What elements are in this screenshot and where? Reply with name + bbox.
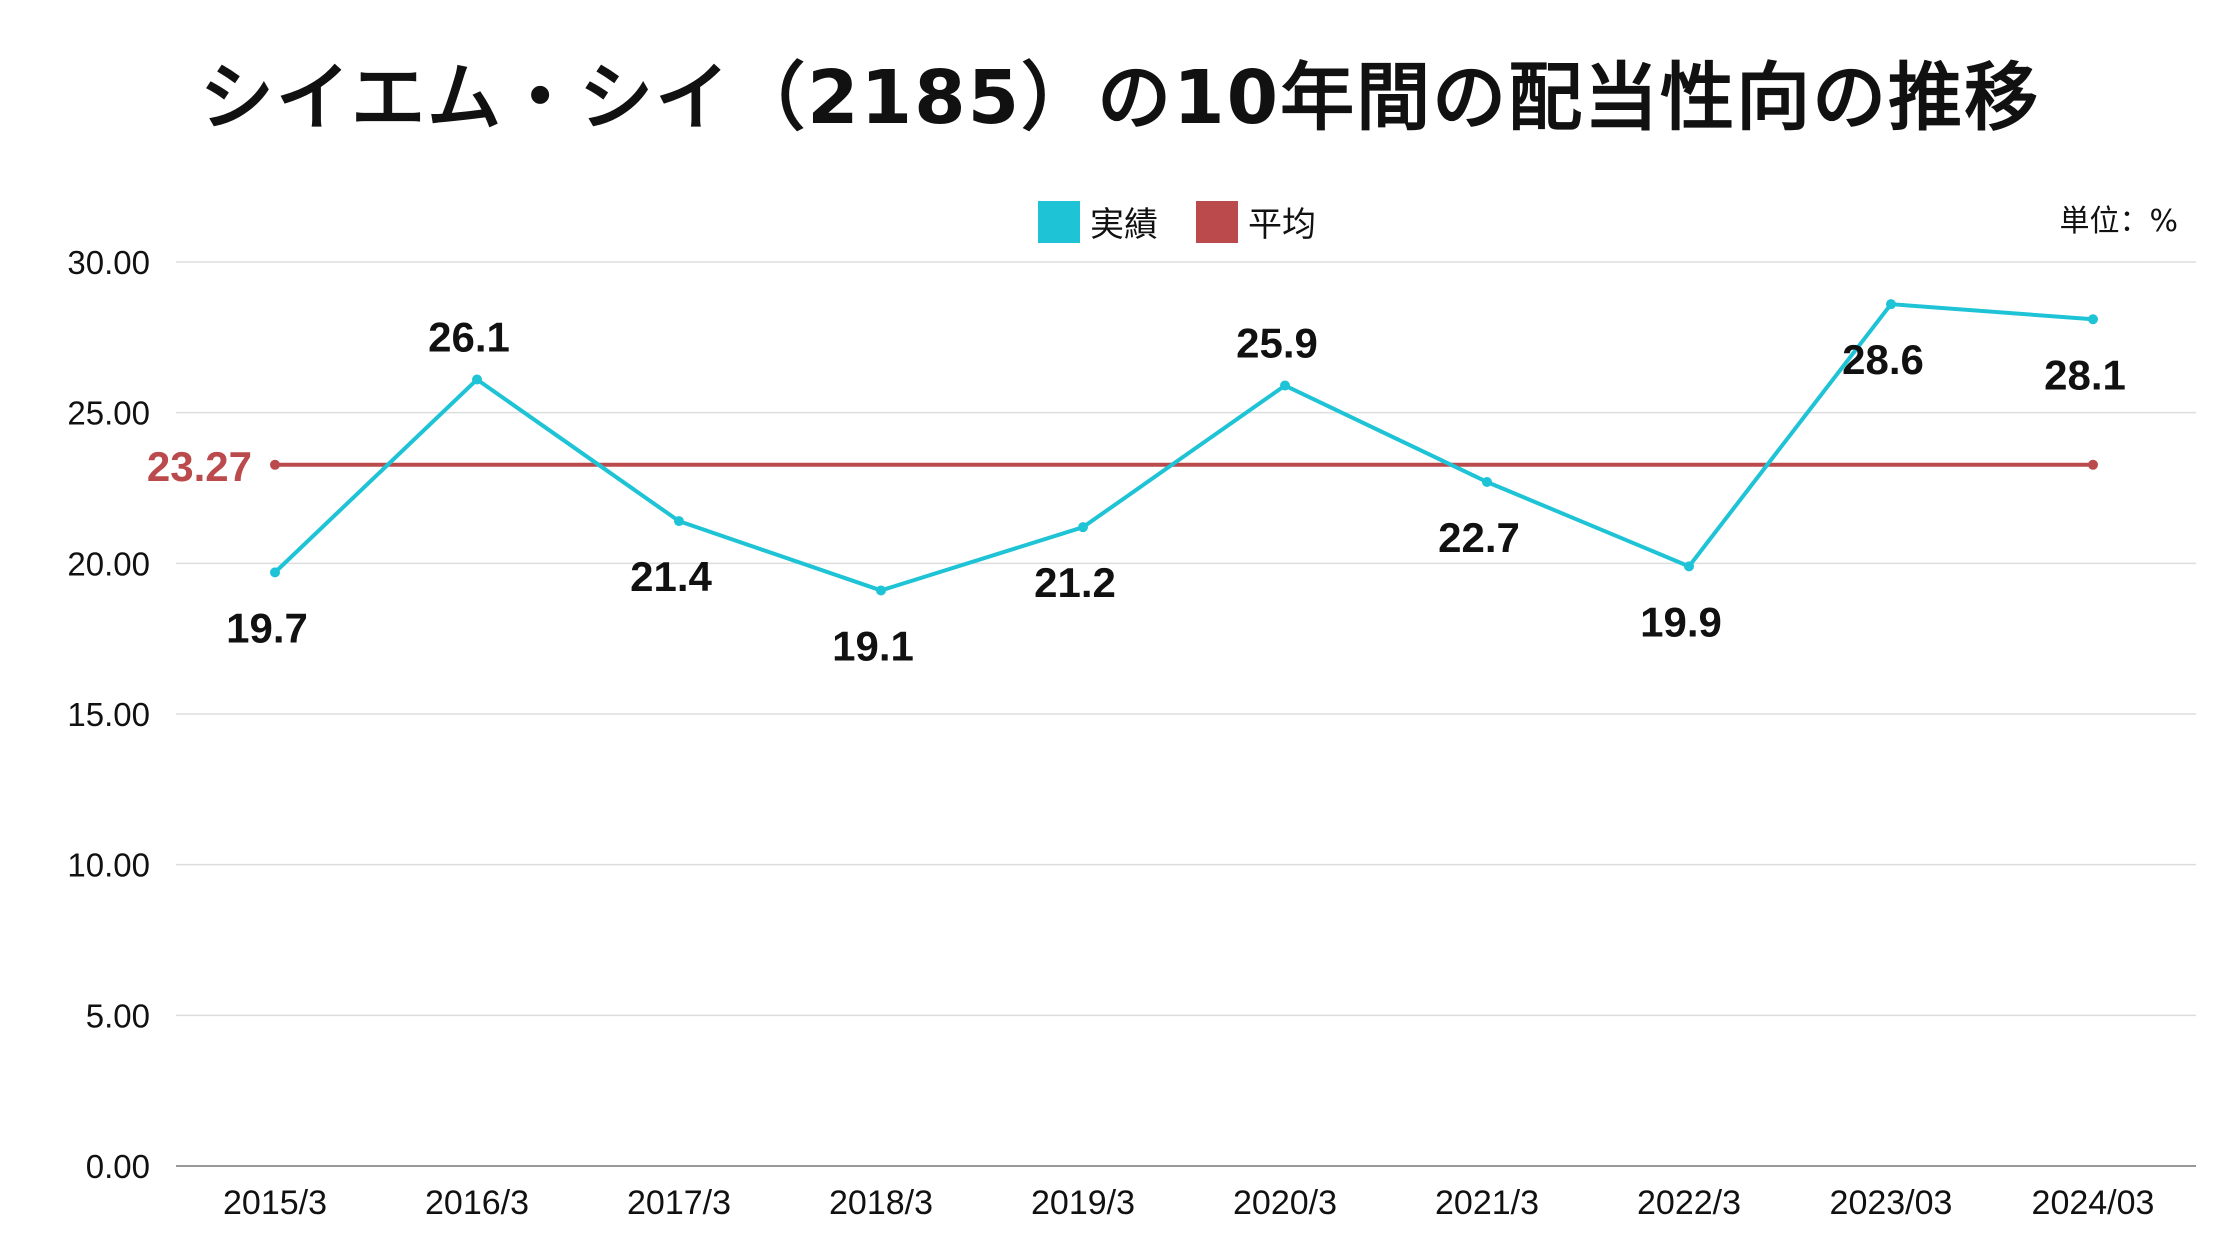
data-label: 19.7 <box>226 604 308 651</box>
data-label: 22.7 <box>1438 514 1520 561</box>
y-tick-label: 15.00 <box>67 696 150 733</box>
data-label: 28.1 <box>2044 351 2126 398</box>
chart-title: シイエム・シイ（2185）の10年間の配当性向の推移 <box>199 55 2041 141</box>
x-tick-label: 2015/3 <box>223 1184 327 1222</box>
x-tick-label: 2020/3 <box>1233 1184 1337 1222</box>
unit-label: 単位：% <box>2059 204 2178 239</box>
average-point <box>270 459 280 470</box>
y-tick-label: 25.00 <box>67 395 150 432</box>
legend-label-average: 平均 <box>1248 205 1316 245</box>
data-label: 19.1 <box>832 622 914 669</box>
legend-item-average: 平均 <box>1196 197 1316 246</box>
x-tick-label: 2019/3 <box>1031 1184 1135 1222</box>
x-tick-label: 2018/3 <box>829 1184 933 1222</box>
actual-data-point <box>1482 476 1492 487</box>
data-label: 19.9 <box>1640 598 1722 645</box>
legend-item-actual: 実績 <box>1038 197 1158 246</box>
x-tick-label: 2016/3 <box>425 1184 529 1222</box>
data-label: 25.9 <box>1236 320 1318 367</box>
average-label: 23.27 <box>147 443 252 490</box>
legend-swatch-average <box>1196 200 1238 243</box>
actual-data-point <box>2088 314 2098 325</box>
actual-data-point <box>472 374 482 385</box>
actual-data-point <box>1280 380 1290 391</box>
data-label: 21.2 <box>1034 559 1116 606</box>
data-label: 21.4 <box>630 553 712 600</box>
x-tick-label: 2017/3 <box>627 1184 731 1222</box>
actual-data-point <box>1886 299 1896 310</box>
data-label: 28.6 <box>1842 336 1924 383</box>
x-tick-label: 2022/3 <box>1637 1184 1741 1222</box>
y-tick-label: 0.00 <box>86 1148 150 1185</box>
actual-data-point <box>270 567 280 578</box>
actual-data-point <box>1684 561 1694 572</box>
y-tick-label: 30.00 <box>67 244 150 281</box>
legend-swatch-actual <box>1038 200 1080 243</box>
y-tick-label: 10.00 <box>67 847 150 884</box>
x-tick-label: 2024/03 <box>2032 1184 2155 1222</box>
x-tick-label: 2023/03 <box>1830 1184 1953 1222</box>
y-tick-label: 5.00 <box>86 997 150 1034</box>
data-label: 26.1 <box>428 314 510 361</box>
actual-data-point <box>1078 522 1088 533</box>
actual-series-line <box>273 302 2094 593</box>
average-point <box>2088 459 2098 470</box>
actual-data-point <box>876 585 886 596</box>
actual-data-point <box>674 516 684 527</box>
y-tick-label: 20.00 <box>67 545 150 582</box>
x-tick-label: 2021/3 <box>1435 1184 1539 1222</box>
legend-label-actual: 実績 <box>1090 205 1158 245</box>
